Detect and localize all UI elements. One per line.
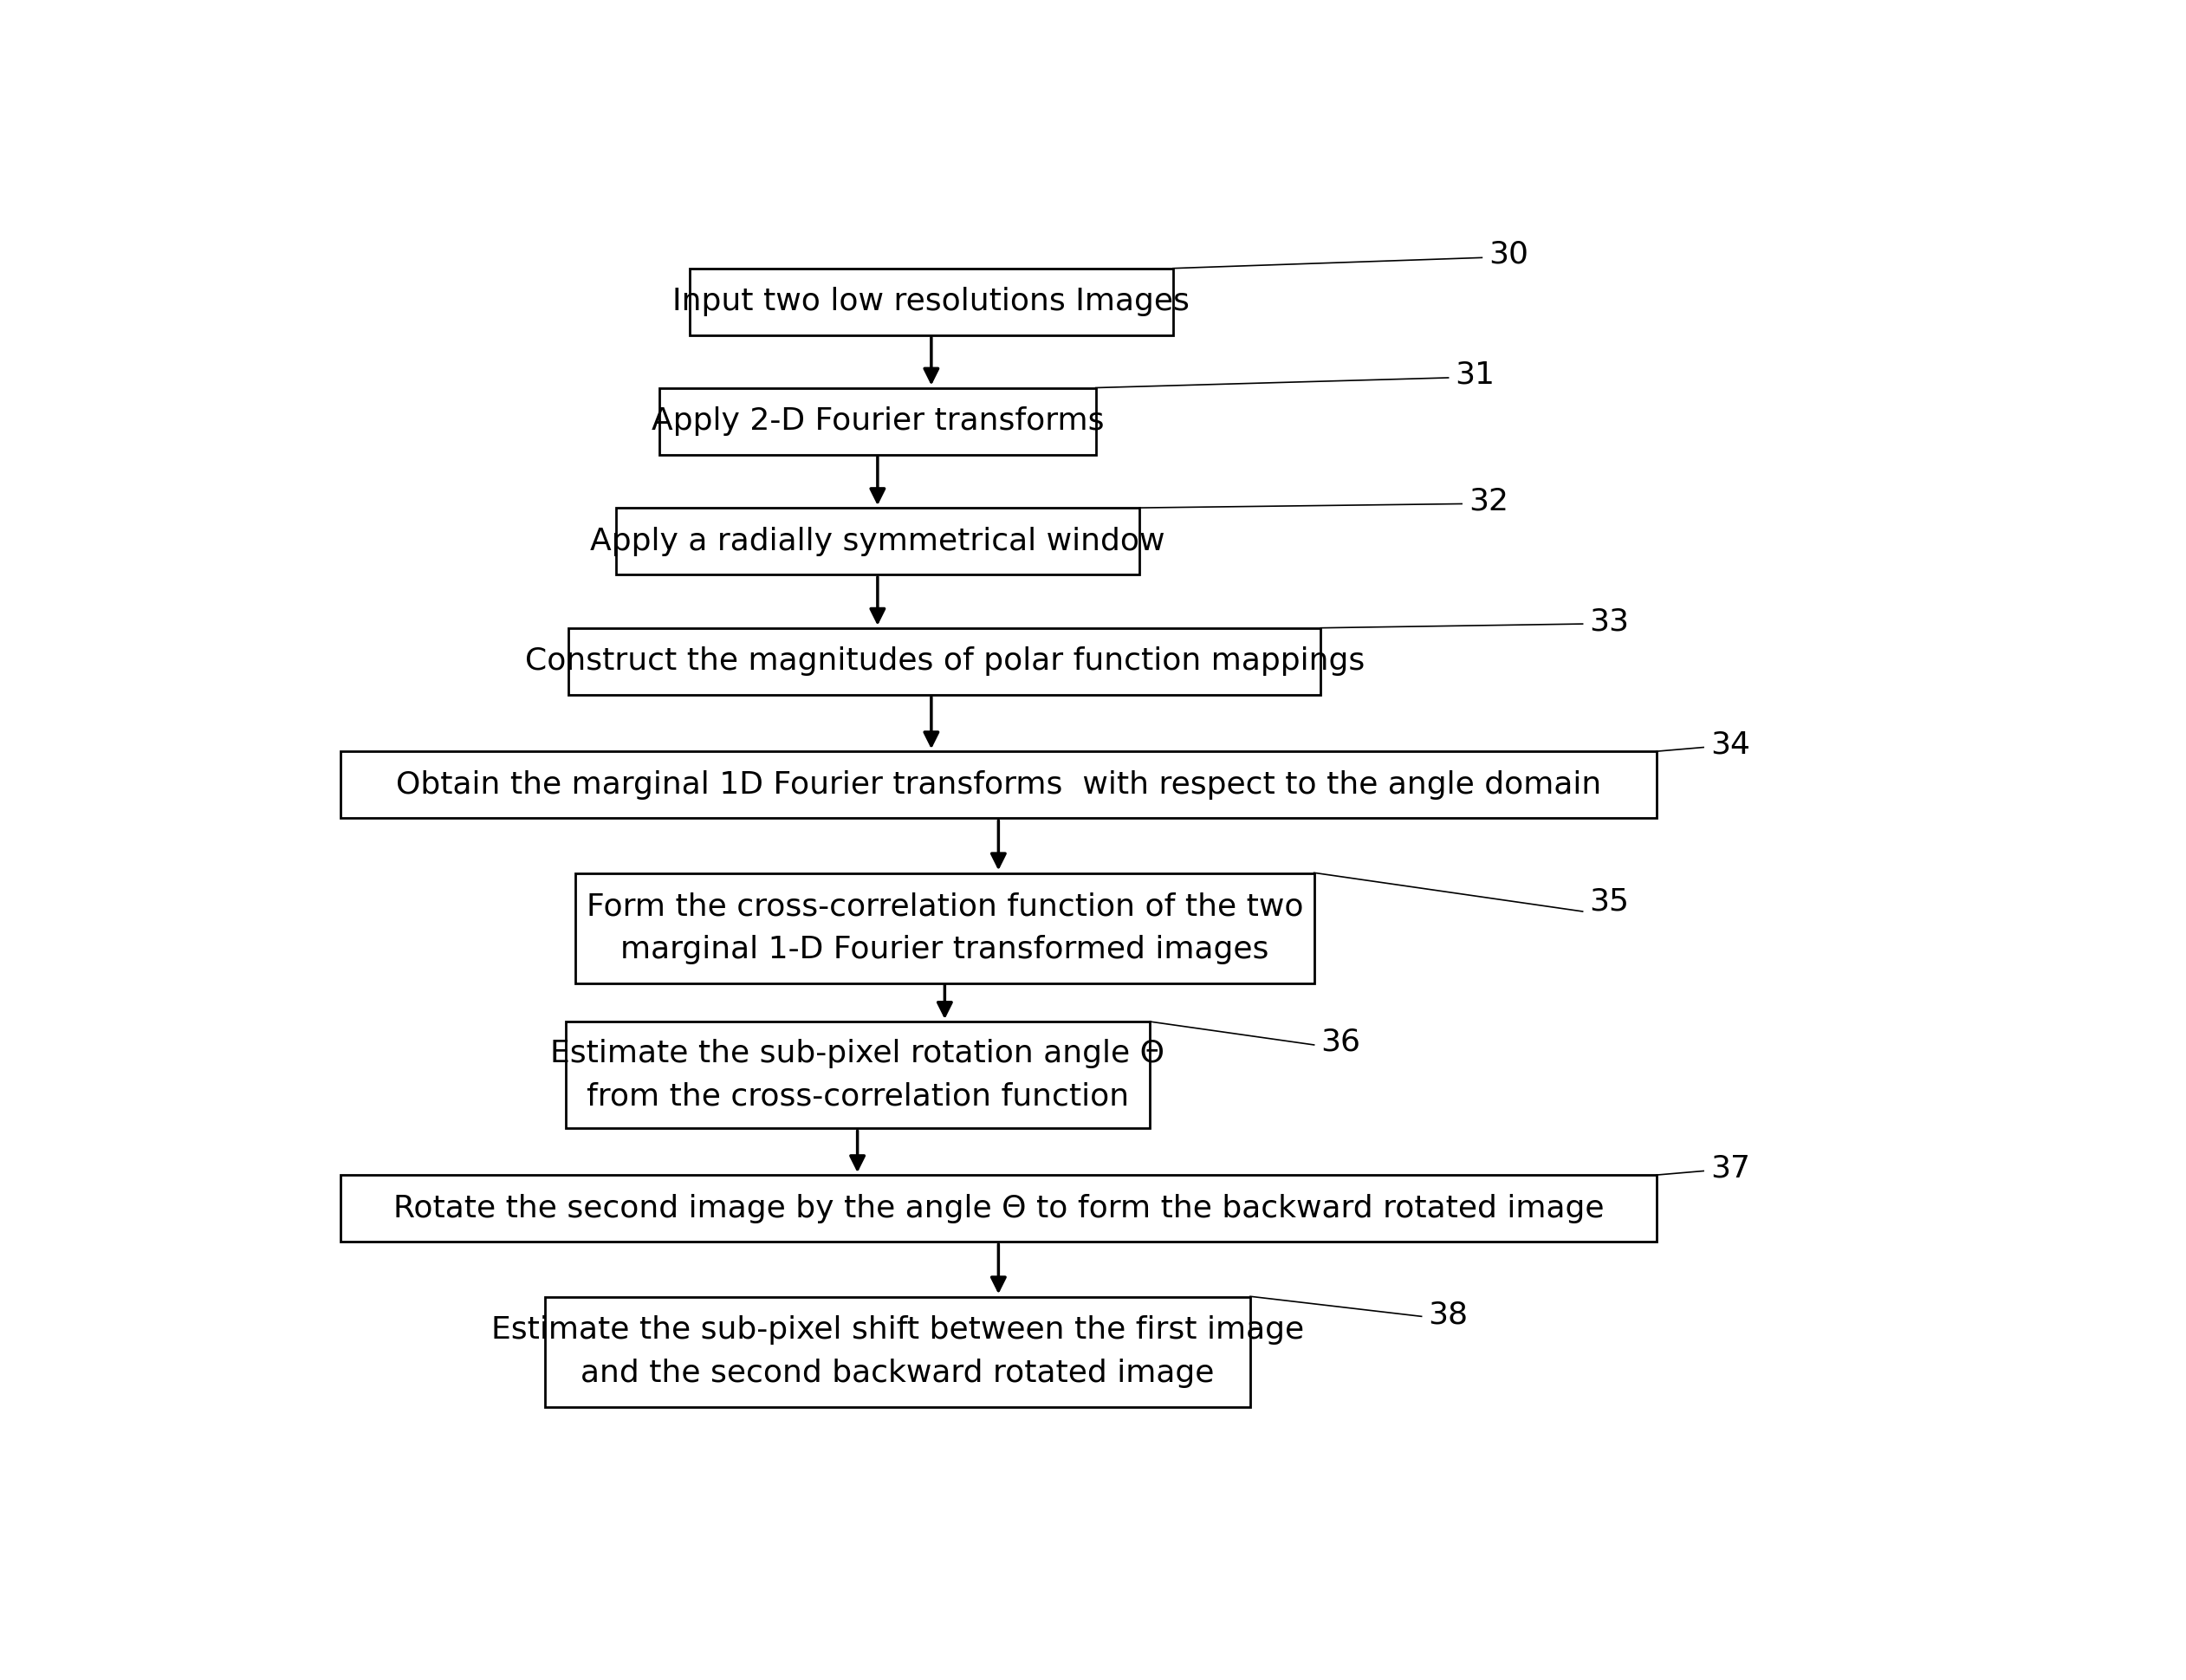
Text: Construct the magnitudes of polar function mappings: Construct the magnitudes of polar functi… [525, 647, 1364, 675]
FancyBboxPatch shape [341, 751, 1657, 818]
Text: 33: 33 [1589, 606, 1629, 637]
FancyBboxPatch shape [544, 1297, 1250, 1406]
Text: Obtain the marginal 1D Fourier transforms  with respect to the angle domain: Obtain the marginal 1D Fourier transform… [396, 769, 1600, 800]
Text: 37: 37 [1709, 1154, 1751, 1183]
Text: Input two low resolutions Images: Input two low resolutions Images [673, 287, 1189, 316]
Text: Form the cross-correlation function of the two
marginal 1-D Fourier transformed : Form the cross-correlation function of t… [586, 892, 1303, 964]
FancyBboxPatch shape [568, 628, 1320, 694]
FancyBboxPatch shape [566, 1021, 1150, 1129]
Text: 31: 31 [1456, 360, 1495, 390]
Text: Estimate the sub-pixel shift between the first image
and the second backward rot: Estimate the sub-pixel shift between the… [492, 1315, 1305, 1388]
Text: 32: 32 [1469, 487, 1508, 516]
Text: 38: 38 [1427, 1300, 1469, 1331]
Text: 35: 35 [1589, 887, 1629, 916]
Text: Rotate the second image by the angle Θ to form the backward rotated image: Rotate the second image by the angle Θ t… [393, 1193, 1605, 1223]
Text: 36: 36 [1320, 1026, 1360, 1057]
Text: 34: 34 [1709, 729, 1751, 759]
Text: Apply 2-D Fourier transforms: Apply 2-D Fourier transforms [651, 407, 1104, 435]
FancyBboxPatch shape [689, 269, 1174, 334]
FancyBboxPatch shape [616, 507, 1139, 575]
Text: Apply a radially symmetrical window: Apply a radially symmetrical window [590, 526, 1165, 556]
FancyBboxPatch shape [341, 1174, 1657, 1242]
FancyBboxPatch shape [575, 874, 1314, 983]
Text: Estimate the sub-pixel rotation angle Θ
from the cross-correlation function: Estimate the sub-pixel rotation angle Θ … [551, 1038, 1165, 1112]
FancyBboxPatch shape [660, 388, 1095, 455]
Text: 30: 30 [1489, 240, 1528, 269]
